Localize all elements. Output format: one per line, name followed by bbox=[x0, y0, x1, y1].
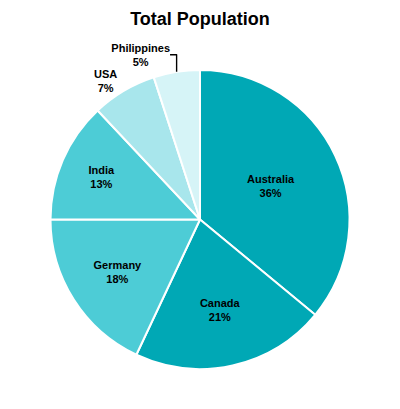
svg-text:Germany18%: Germany18% bbox=[94, 259, 143, 285]
svg-text:Total Population: Total Population bbox=[130, 9, 270, 29]
svg-text:Australia36%: Australia36% bbox=[247, 173, 295, 199]
svg-text:India13%: India13% bbox=[89, 164, 116, 190]
svg-text:Philippines5%: Philippines5% bbox=[111, 42, 170, 68]
svg-text:USA7%: USA7% bbox=[94, 68, 117, 94]
svg-text:Canada21%: Canada21% bbox=[200, 297, 241, 323]
